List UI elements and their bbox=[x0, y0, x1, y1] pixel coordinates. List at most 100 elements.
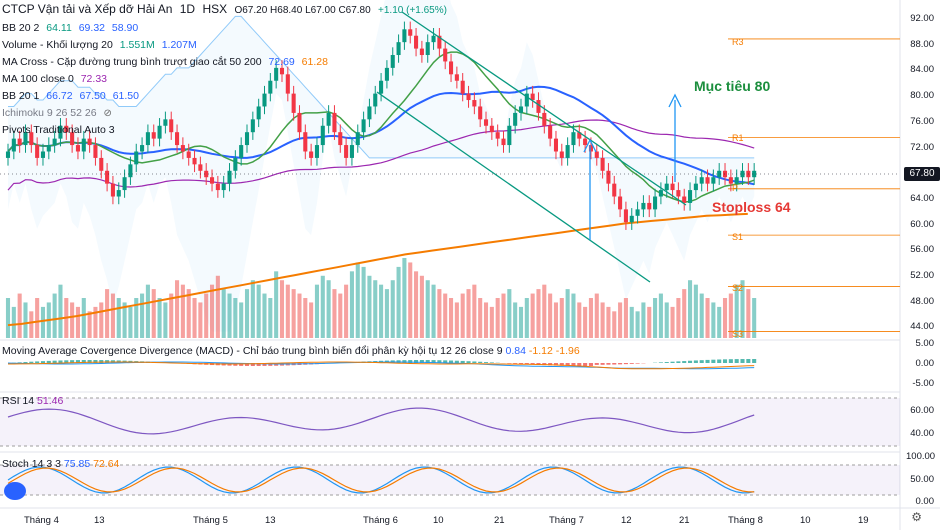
macd-axis-zero: 0.00 bbox=[915, 358, 935, 369]
rsi-line bbox=[7, 407, 755, 435]
candle-body bbox=[239, 145, 244, 158]
chart-title-row: CTCP Vận tải và Xếp dỡ Hải An 1D HSX O67… bbox=[2, 2, 451, 16]
volume-bar bbox=[443, 293, 448, 338]
eye-hidden-icon[interactable]: ⊘ bbox=[103, 108, 112, 119]
candle-body bbox=[530, 93, 535, 101]
indicator-volume[interactable]: Volume - Khối lượng 20 1.551M 1.207M bbox=[2, 39, 197, 51]
price-axis-tick: 64.00 bbox=[910, 192, 934, 204]
macd-histogram-bar bbox=[524, 363, 529, 365]
candle-body bbox=[396, 42, 401, 56]
candle-body bbox=[70, 132, 75, 146]
volume-bar bbox=[425, 280, 430, 338]
candle-body bbox=[204, 170, 209, 178]
macd-histogram-bar bbox=[23, 362, 28, 363]
volume-bar bbox=[361, 266, 366, 338]
volume-bar bbox=[373, 280, 378, 338]
candle-body bbox=[367, 106, 372, 120]
candle-body bbox=[192, 157, 197, 165]
macd-histogram-bar bbox=[722, 359, 728, 363]
volume-bar bbox=[186, 289, 191, 338]
macd-histogram-bar bbox=[483, 362, 489, 363]
time-axis-tick: Tháng 5 bbox=[193, 515, 228, 526]
indicator-bb20[interactable]: BB 20 2 64.11 69.32 58.90 bbox=[2, 22, 139, 34]
candle-body bbox=[653, 196, 658, 210]
volume-bar bbox=[588, 298, 593, 338]
candle-body bbox=[169, 119, 174, 133]
candle-body bbox=[641, 202, 646, 210]
stoch-title[interactable]: Stoch 14 3 3 75.85 72.64 bbox=[2, 458, 120, 470]
volume-bar bbox=[384, 289, 389, 338]
candle-body bbox=[379, 80, 384, 94]
gear-icon[interactable]: ⚙ bbox=[911, 510, 922, 524]
candle-body bbox=[140, 145, 145, 152]
volume-bar bbox=[23, 302, 28, 338]
indicator-ichimoku[interactable]: Ichimoku 9 26 52 26 ⊘ bbox=[2, 107, 112, 119]
volume-bar bbox=[233, 298, 238, 338]
macd-histogram-bar bbox=[408, 360, 413, 363]
candle-body bbox=[437, 35, 442, 49]
volume-bar bbox=[244, 289, 250, 338]
indicator-ma-cross[interactable]: MA Cross - Cặp đường trung bình trượt gi… bbox=[2, 56, 328, 68]
macd-histogram-bar bbox=[93, 360, 98, 363]
candle-body bbox=[629, 215, 634, 223]
macd-histogram-bar bbox=[670, 361, 675, 363]
volume-bar bbox=[530, 293, 535, 338]
pivot-s3-label: S3 bbox=[732, 329, 744, 339]
target-annotation: Mục tiêu 80 bbox=[694, 78, 771, 94]
volume-bar bbox=[676, 298, 681, 338]
volume-bar bbox=[571, 293, 576, 338]
candle-body bbox=[268, 80, 273, 94]
candle-body bbox=[478, 106, 483, 120]
macd-title[interactable]: Moving Average Covergence Divergence (MA… bbox=[2, 345, 580, 357]
macd-histogram-bar bbox=[466, 361, 471, 363]
exchange-label: HSX bbox=[202, 2, 228, 16]
macd-histogram-bar bbox=[425, 360, 430, 363]
bollinger-upper-line bbox=[8, 15, 755, 159]
tradingview-logo-icon[interactable] bbox=[4, 482, 26, 500]
macd-histogram-bar bbox=[58, 360, 63, 363]
volume-bar bbox=[693, 284, 698, 338]
volume-bar bbox=[338, 293, 343, 338]
macd-histogram-bar bbox=[577, 363, 582, 366]
candle-body bbox=[513, 112, 518, 126]
indicator-pivots[interactable]: Pivots Traditional Auto 3 bbox=[2, 124, 115, 136]
macd-histogram-bar bbox=[244, 363, 250, 366]
volume-bar bbox=[699, 293, 704, 338]
volume-bar bbox=[169, 293, 174, 338]
indicator-ma100[interactable]: MA 100 close 0 72.33 bbox=[2, 73, 107, 85]
macd-histogram-bar bbox=[688, 360, 693, 363]
candle-body bbox=[349, 145, 354, 158]
price-change: +1.10 (+1.65%) bbox=[378, 5, 447, 16]
candle-body bbox=[443, 48, 448, 62]
candle-body bbox=[536, 100, 541, 113]
stoch-band bbox=[0, 465, 900, 495]
indicator-bb20-1[interactable]: BB 20 1 66.72 67.50 61.50 bbox=[2, 90, 139, 102]
volume-bar bbox=[658, 293, 663, 338]
volume-bar bbox=[705, 298, 710, 338]
macd-axis-low: -5.00 bbox=[912, 378, 934, 389]
interval-label: 1D bbox=[179, 2, 196, 16]
candle-body bbox=[623, 209, 628, 223]
time-axis-tick: 21 bbox=[494, 515, 505, 526]
volume-bar bbox=[180, 284, 185, 338]
volume-bar bbox=[711, 302, 716, 338]
macd-histogram-bar bbox=[46, 360, 51, 363]
macd-histogram-bar bbox=[705, 359, 710, 363]
candle-body bbox=[175, 132, 180, 146]
volume-bar bbox=[52, 293, 57, 338]
candle-body bbox=[402, 29, 407, 43]
candle-body bbox=[134, 151, 139, 165]
candle-body bbox=[309, 151, 314, 158]
volume-bar bbox=[600, 302, 605, 338]
candle-body bbox=[431, 35, 436, 43]
macd-histogram-bar bbox=[70, 360, 75, 363]
macd-histogram-bar bbox=[548, 363, 553, 366]
candle-body bbox=[460, 80, 465, 94]
candle-body bbox=[23, 132, 28, 146]
pivot-r3-label: R3 bbox=[732, 37, 744, 47]
rsi-title[interactable]: RSI 14 51.46 bbox=[2, 395, 64, 407]
volume-bar bbox=[489, 306, 494, 338]
volume-bar bbox=[629, 306, 634, 338]
volume-bar bbox=[320, 275, 325, 338]
